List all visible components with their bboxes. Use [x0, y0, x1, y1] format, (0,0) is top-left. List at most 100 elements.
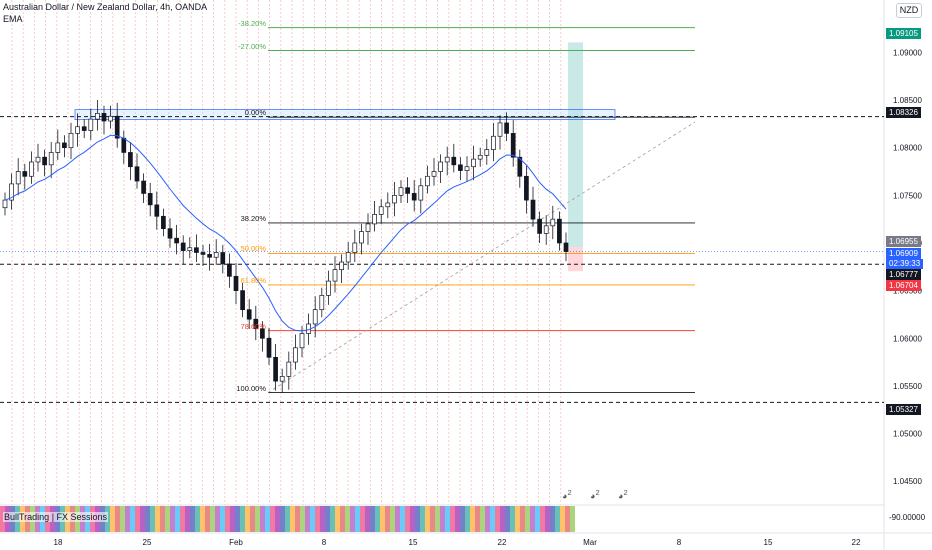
event-count: 2: [623, 488, 628, 497]
candle-body: [563, 242, 569, 252]
candle: [543, 215, 549, 245]
candle: [451, 143, 457, 173]
session-bar: [315, 506, 320, 532]
candle-body: [233, 275, 239, 291]
candle-body: [180, 242, 186, 251]
ema-indicator-label[interactable]: EMA: [3, 14, 23, 24]
stop-zone: [568, 247, 583, 272]
x-tick-label: 8: [677, 538, 682, 547]
session-bar: [500, 506, 505, 532]
last-close-price-tag: 1.06955: [886, 236, 921, 247]
session-bar: [175, 506, 180, 532]
candle-body: [312, 309, 318, 325]
session-bar: [390, 506, 395, 532]
session-bar: [360, 506, 365, 532]
session-bar: [355, 506, 360, 532]
candle-body: [260, 328, 265, 339]
session-bar: [475, 506, 480, 532]
chart-title: Australian Dollar / New Zealand Dollar, …: [3, 2, 208, 12]
session-bar: [470, 506, 475, 532]
session-bar: [0, 506, 5, 532]
candle-body: [458, 164, 463, 171]
candle-body: [484, 149, 490, 156]
session-bar: [230, 506, 235, 532]
fib-level-label: -38.20%: [238, 18, 266, 28]
candle: [95, 100, 100, 131]
candle: [108, 105, 113, 129]
session-bar: [405, 506, 410, 532]
event-marker[interactable]: ◕2: [562, 488, 572, 501]
session-bar: [515, 506, 520, 532]
session-bar: [495, 506, 500, 532]
session-bar: [310, 506, 315, 532]
candle-body: [464, 166, 470, 171]
session-bar: [395, 506, 400, 532]
session-bar: [200, 506, 205, 532]
session-bar: [110, 506, 115, 532]
candle-body: [378, 206, 384, 215]
target-price-tag: 1.09105: [886, 28, 921, 39]
session-bar: [540, 506, 545, 532]
candle: [128, 141, 133, 181]
candle: [220, 244, 226, 274]
candle: [266, 327, 272, 365]
candle-body: [108, 115, 113, 122]
event-marker[interactable]: ◕2: [590, 488, 600, 501]
candle: [207, 243, 212, 271]
candle: [471, 145, 476, 181]
candle-body: [253, 318, 259, 330]
candle-body: [477, 154, 483, 160]
session-bar: [125, 506, 130, 532]
candle: [563, 232, 569, 262]
candle-body: [114, 115, 120, 139]
candle-body: [147, 193, 153, 206]
session-bar: [570, 506, 575, 532]
candle: [332, 256, 338, 293]
session-bar: [510, 506, 515, 532]
candle: [537, 211, 542, 243]
resistance-price-tag: 1.08326: [886, 107, 921, 118]
session-bar: [320, 506, 325, 532]
candle-body: [22, 171, 28, 177]
session-bar: [180, 506, 185, 532]
candle: [180, 235, 186, 264]
candle: [491, 122, 496, 162]
candle: [504, 112, 509, 142]
candle: [22, 163, 28, 190]
session-bar: [490, 506, 495, 532]
candle-body: [491, 135, 496, 150]
y-tick-label: 1.05000: [893, 430, 922, 439]
session-bar: [550, 506, 555, 532]
session-bar: [410, 506, 415, 532]
candle: [246, 299, 252, 329]
candle-body: [187, 247, 193, 251]
candle: [372, 201, 377, 232]
currency-button[interactable]: NZD: [896, 3, 922, 18]
session-bar: [265, 506, 270, 532]
candle: [438, 154, 443, 183]
session-bar: [135, 506, 140, 532]
fx-sessions-indicator-label[interactable]: BullTrading | FX Sessions: [3, 512, 109, 522]
session-bar: [545, 506, 550, 532]
candle-body: [339, 261, 344, 271]
x-tick-label: 18: [54, 538, 63, 547]
event-marker[interactable]: ◕2: [618, 488, 628, 501]
candle: [9, 173, 14, 210]
candle-body: [279, 376, 285, 382]
candle-body: [62, 142, 67, 149]
session-bar: [210, 506, 215, 532]
candle: [444, 146, 450, 176]
candle-body: [411, 193, 417, 201]
candle-body: [286, 361, 292, 377]
candle-body: [550, 218, 556, 227]
candle-body: [293, 347, 298, 363]
candle: [114, 102, 120, 148]
candle-body: [240, 290, 245, 311]
candle: [88, 108, 94, 141]
candle-body: [425, 175, 430, 187]
y-tick-label: 1.05500: [893, 382, 922, 391]
session-bar: [340, 506, 345, 532]
candle-body: [134, 166, 140, 182]
candle: [339, 254, 344, 283]
